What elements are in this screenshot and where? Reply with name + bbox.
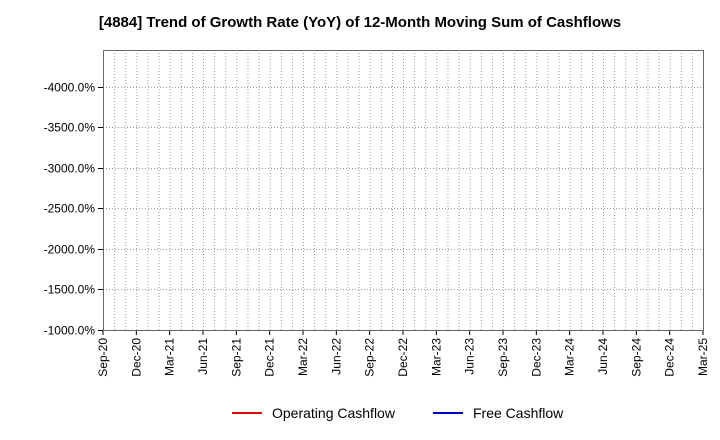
- y-tick-label: -3000.0%: [44, 162, 96, 176]
- y-tick-label: -1500.0%: [44, 283, 96, 297]
- x-tick-label: Mar-24: [563, 338, 577, 376]
- x-tick-label: Sep-20: [96, 338, 110, 377]
- x-tick-label: Jun-22: [329, 338, 343, 375]
- x-tick-label: Sep-22: [363, 338, 377, 377]
- x-tick-label: Jun-24: [596, 338, 610, 375]
- legend-swatch-operating-cashflow: [232, 412, 262, 414]
- chart-title: [4884] Trend of Growth Rate (YoY) of 12-…: [98, 14, 622, 31]
- y-tick-label: -3500.0%: [44, 121, 96, 135]
- legend-swatch-free-cashflow: [433, 412, 463, 414]
- x-tick-label: Dec-21: [263, 338, 277, 377]
- legend-label-operating-cashflow: Operating Cashflow: [272, 405, 395, 421]
- x-tick-label: Dec-22: [396, 338, 410, 377]
- y-tick-label: -2000.0%: [44, 243, 96, 257]
- x-tick-label: Sep-23: [496, 338, 510, 377]
- x-tick-label: Mar-23: [429, 338, 443, 376]
- x-tick-label: Sep-24: [629, 338, 643, 377]
- y-tick-label: -2500.0%: [44, 202, 96, 216]
- x-tick-label: Mar-21: [163, 338, 177, 376]
- y-tick-label: -1000.0%: [44, 324, 96, 338]
- x-tick-label: Dec-24: [663, 338, 677, 377]
- plot-area-frame: [103, 50, 704, 331]
- legend-item-operating-cashflow: Operating Cashflow: [232, 405, 395, 421]
- x-tick-label: Mar-25: [696, 338, 710, 376]
- x-tick-label: Dec-20: [129, 338, 143, 377]
- x-tick-label: Mar-22: [296, 338, 310, 376]
- x-tick-label: Jun-21: [196, 338, 210, 375]
- y-tick-label: -4000.0%: [44, 81, 96, 95]
- x-tick-label: Dec-23: [529, 338, 543, 377]
- legend-label-free-cashflow: Free Cashflow: [473, 405, 564, 421]
- chart-legend: Operating Cashflow Free Cashflow: [0, 405, 720, 425]
- x-tick-label: Jun-23: [463, 338, 477, 375]
- legend-item-free-cashflow: Free Cashflow: [433, 405, 563, 421]
- x-tick-label: Sep-21: [229, 338, 243, 377]
